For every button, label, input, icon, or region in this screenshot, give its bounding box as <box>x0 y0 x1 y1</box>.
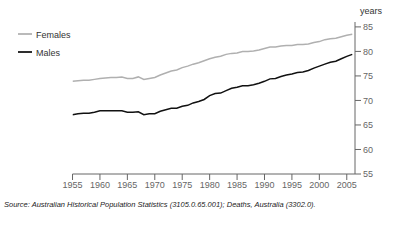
svg-text:65: 65 <box>363 120 373 130</box>
svg-text:70: 70 <box>363 96 373 106</box>
svg-text:60: 60 <box>363 145 373 155</box>
html-text:Source: Australian Historical: Source: Australian Historical Population… <box>4 200 316 209</box>
svg-text:1980: 1980 <box>200 180 220 190</box>
svg-text:1990: 1990 <box>254 180 274 190</box>
html-text:Females: Females <box>36 30 71 40</box>
svg-text:1955: 1955 <box>63 180 83 190</box>
svg-text:85: 85 <box>363 22 373 32</box>
svg-text:1975: 1975 <box>172 180 192 190</box>
svg-text:80: 80 <box>363 47 373 57</box>
svg-text:1985: 1985 <box>227 180 247 190</box>
svg-text:75: 75 <box>363 71 373 81</box>
svg-text:1995: 1995 <box>282 180 302 190</box>
svg-text:2005: 2005 <box>337 180 357 190</box>
svg-text:1965: 1965 <box>117 180 137 190</box>
svg-text:1970: 1970 <box>145 180 165 190</box>
svg-text:55: 55 <box>363 169 373 179</box>
svg-text:1960: 1960 <box>90 180 110 190</box>
svg-text:years: years <box>360 6 383 16</box>
svg-text:2000: 2000 <box>309 180 329 190</box>
html-text:Males: Males <box>36 48 60 58</box>
